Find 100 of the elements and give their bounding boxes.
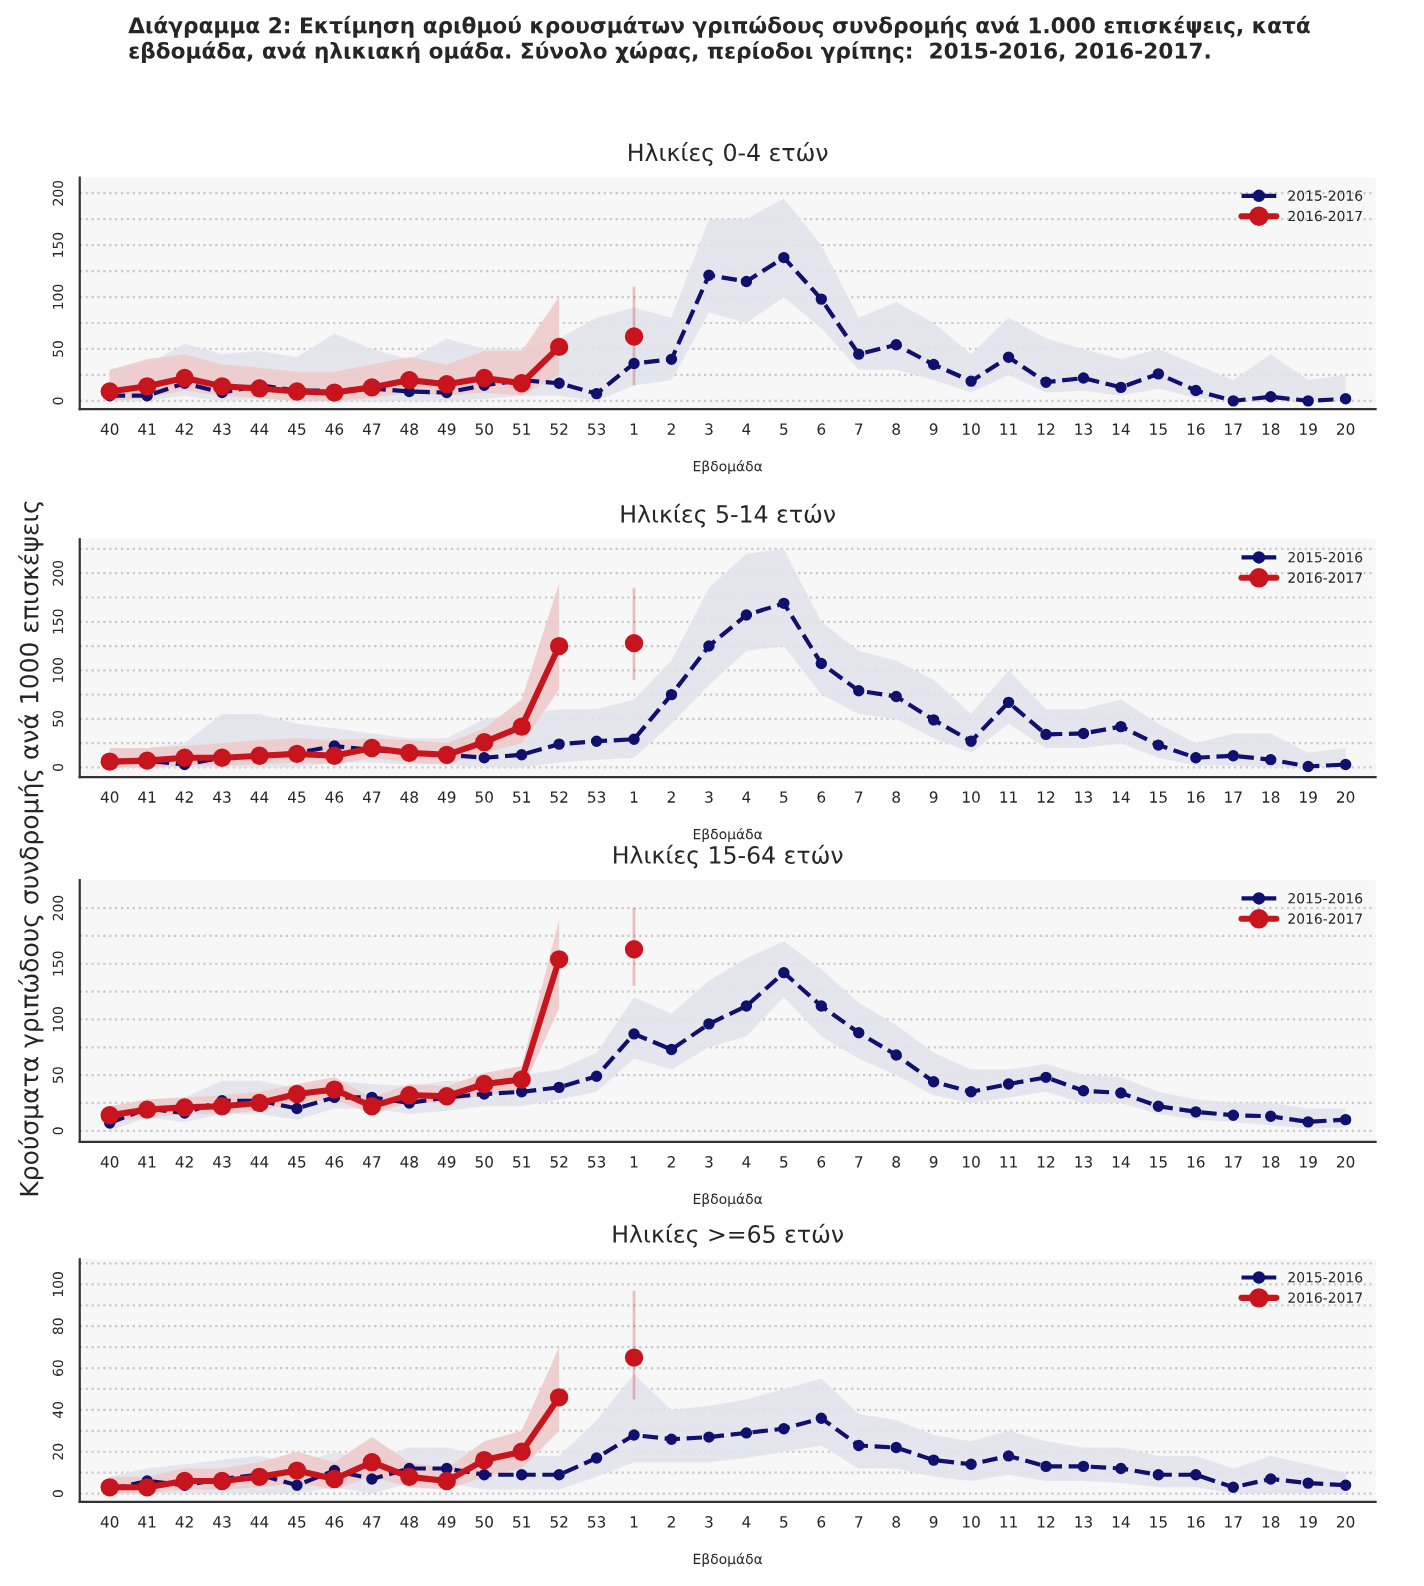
point <box>1040 1071 1052 1084</box>
point <box>1040 1460 1052 1473</box>
point <box>890 339 902 351</box>
point <box>1190 752 1202 764</box>
point <box>853 1439 865 1452</box>
point <box>1002 1450 1015 1462</box>
point <box>778 251 790 264</box>
point <box>212 377 232 396</box>
point <box>1339 758 1352 771</box>
point <box>1002 351 1015 363</box>
point <box>512 374 531 393</box>
point <box>549 950 569 969</box>
point <box>628 733 640 745</box>
point <box>478 1469 490 1481</box>
point <box>287 1461 307 1480</box>
point <box>1339 1479 1352 1491</box>
point <box>291 1102 303 1115</box>
point <box>553 1081 565 1094</box>
point <box>325 1469 344 1489</box>
point <box>1227 395 1239 407</box>
point <box>628 357 640 370</box>
point <box>965 1086 977 1098</box>
point <box>175 1471 194 1491</box>
point <box>1040 728 1052 741</box>
point <box>287 1084 307 1104</box>
point <box>1152 1469 1165 1481</box>
point <box>100 1478 119 1497</box>
point <box>515 749 528 761</box>
point <box>1302 1477 1314 1489</box>
point <box>1152 368 1165 380</box>
point <box>1115 381 1127 394</box>
point <box>624 1348 644 1367</box>
point <box>212 1471 232 1491</box>
point <box>475 368 494 388</box>
point <box>212 1097 232 1116</box>
point <box>475 1074 494 1094</box>
point <box>1339 1113 1352 1126</box>
point <box>549 636 569 656</box>
point <box>703 269 715 281</box>
point <box>590 387 603 400</box>
point <box>927 1076 940 1088</box>
point <box>665 1433 678 1445</box>
point <box>362 1097 382 1116</box>
point <box>325 1080 344 1099</box>
point <box>703 1431 715 1443</box>
point <box>1002 1078 1015 1090</box>
point <box>1302 1116 1314 1128</box>
point <box>628 1028 640 1040</box>
point <box>740 275 753 288</box>
point <box>703 1018 715 1030</box>
point <box>549 337 569 357</box>
point <box>624 633 644 653</box>
point <box>665 353 678 366</box>
point <box>175 748 194 767</box>
point <box>815 293 827 305</box>
point <box>553 1469 565 1481</box>
point <box>927 714 940 726</box>
point <box>965 1458 977 1470</box>
point <box>1265 1110 1277 1123</box>
point <box>1227 1109 1239 1121</box>
chart-title: Ηλικίες 15-64 ετών <box>614 844 843 869</box>
point <box>291 1479 303 1491</box>
point <box>853 348 865 360</box>
point <box>325 383 344 402</box>
point <box>1040 376 1052 388</box>
point <box>512 1070 531 1089</box>
point <box>137 377 157 396</box>
point <box>512 1442 531 1461</box>
point <box>1152 739 1165 751</box>
point <box>778 1423 790 1435</box>
point <box>1002 696 1015 709</box>
point <box>703 640 715 652</box>
point <box>1190 384 1202 397</box>
point <box>927 1454 940 1466</box>
point <box>437 1471 456 1491</box>
point <box>437 375 456 394</box>
point <box>778 597 790 610</box>
point <box>478 752 490 764</box>
point <box>853 685 865 697</box>
point <box>1227 1481 1239 1493</box>
point <box>400 370 419 390</box>
point <box>1077 1460 1090 1473</box>
point <box>815 1412 827 1424</box>
point <box>590 735 603 747</box>
point <box>1302 395 1314 407</box>
point <box>890 690 902 703</box>
point <box>853 1027 865 1039</box>
point <box>890 1441 902 1454</box>
point <box>665 688 678 701</box>
point <box>137 1478 157 1497</box>
point <box>740 1427 753 1439</box>
point <box>250 1093 269 1113</box>
point <box>100 1106 119 1125</box>
point <box>965 735 977 747</box>
point <box>549 1388 569 1407</box>
point <box>515 1469 528 1481</box>
point <box>100 382 119 401</box>
point <box>1115 720 1127 733</box>
point <box>1077 727 1090 740</box>
point <box>362 738 382 758</box>
